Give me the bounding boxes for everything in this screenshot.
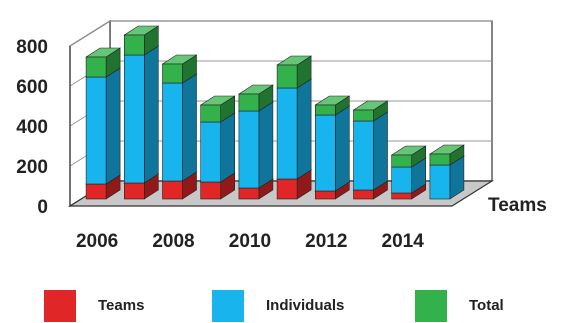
depth-axis-label: Teams <box>488 195 547 216</box>
y-tick-label-200: 200 <box>16 157 48 178</box>
y-tick-label-400: 400 <box>16 117 48 138</box>
bar-total-2006 <box>85 47 122 78</box>
bar-side <box>296 78 312 180</box>
legend-swatch-teams <box>44 289 76 322</box>
legend-item-individuals: Individuals <box>212 288 344 323</box>
bar-front <box>238 110 260 189</box>
x-tick-label-2008: 2008 <box>152 231 194 252</box>
bar-total-2013 <box>352 100 389 122</box>
gridline <box>69 20 492 47</box>
bar-front <box>200 181 221 200</box>
y-tick-label-800: 800 <box>16 37 48 58</box>
y-tick-labels: 0 200 400 600 800 <box>16 37 48 218</box>
legend-item-teams: Teams <box>44 288 144 323</box>
bar-front <box>353 189 374 200</box>
bar-individuals-2006 <box>85 67 122 185</box>
bar-front <box>429 164 451 200</box>
bars <box>85 25 465 200</box>
bar-total-2010 <box>237 84 274 112</box>
x-tick-labels: 2006 2008 2010 2012 2014 <box>76 231 424 252</box>
y-tick-label-600: 600 <box>16 77 48 98</box>
bar-side <box>144 45 159 184</box>
legend-label-individuals: Individuals <box>266 297 345 314</box>
x-tick-label-2006: 2006 <box>76 231 118 252</box>
x-tick-label-2012: 2012 <box>305 231 347 252</box>
bar-front <box>85 56 107 78</box>
bar-total-2015 <box>428 144 465 166</box>
bar-front <box>162 180 183 200</box>
bar-total-2007 <box>123 25 160 56</box>
bar-front <box>276 178 298 200</box>
bar-front <box>124 34 145 56</box>
legend-swatch-total <box>415 289 447 322</box>
bar-side <box>105 67 121 185</box>
bar-front <box>85 76 107 185</box>
bar-front <box>238 187 260 200</box>
bar-total-2009 <box>199 95 236 123</box>
y-tick-label-0: 0 <box>37 197 48 218</box>
bar-front <box>238 93 260 112</box>
bar-front <box>391 192 413 200</box>
bar-individuals-2011 <box>276 78 313 180</box>
x-tick-label-2014: 2014 <box>382 231 425 252</box>
legend-label-total: Total <box>469 297 504 314</box>
bar-side <box>182 73 197 182</box>
bar-total-2012 <box>314 95 351 116</box>
bar-front <box>124 182 145 200</box>
bar-individuals-2010 <box>237 101 274 189</box>
bar-individuals-2009 <box>199 112 236 183</box>
bar-individuals-2013 <box>352 111 389 191</box>
bar-front <box>124 54 145 184</box>
bar-individuals-2007 <box>123 45 160 184</box>
bar-individuals-2008 <box>161 73 198 182</box>
bar-side <box>334 105 350 192</box>
bar-front <box>391 166 413 194</box>
bar-front <box>353 109 374 122</box>
bar-side <box>220 112 235 183</box>
x-tick-label-2010: 2010 <box>229 231 271 252</box>
bar-front <box>200 121 221 183</box>
legend-swatch-individuals <box>212 289 244 322</box>
legend: Teams Individuals Total <box>0 288 563 323</box>
bar-side <box>373 111 388 191</box>
bar-front <box>314 104 336 116</box>
bar-individuals-2012 <box>314 105 351 192</box>
bar-front <box>391 154 413 168</box>
bar-front <box>85 183 107 200</box>
bar-front <box>276 64 298 89</box>
bar-side <box>258 101 274 189</box>
legend-item-total: Total <box>415 288 504 323</box>
bar-front <box>314 114 336 192</box>
bar-front <box>429 153 451 166</box>
bar-front <box>276 87 298 180</box>
bar-total-2014 <box>390 145 427 168</box>
bar-total-2011 <box>276 55 313 89</box>
legend-label-teams: Teams <box>98 297 145 314</box>
bar-front <box>200 104 221 123</box>
bar-front <box>353 120 374 191</box>
bar-front <box>162 82 183 182</box>
bar-total-2008 <box>161 54 198 84</box>
bar-front <box>314 190 336 200</box>
bar-front <box>162 63 183 84</box>
